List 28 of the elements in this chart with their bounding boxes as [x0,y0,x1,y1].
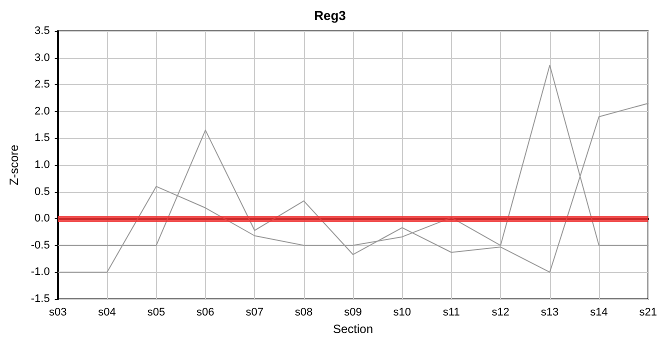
y-tick-label: 1.5 [34,132,50,144]
y-tick-label: 1.0 [34,159,50,171]
x-tick-label: s08 [294,306,313,318]
x-tick-label: s21 [639,306,658,318]
x-tick-label: s07 [246,306,264,318]
y-tick-label: 0.5 [34,186,50,198]
y-tick-label: 2.0 [34,105,50,118]
chart-title: Reg3 [314,8,346,23]
x-tick-label: s12 [492,306,510,318]
line-series [57,64,649,273]
y-tick-label: 0.0 [34,212,50,225]
x-tick-label: s03 [48,306,67,318]
y-tick-label: 3.0 [34,52,50,64]
x-tick-label: s14 [590,306,608,318]
x-tick-label: s09 [344,306,362,318]
x-tick-label: s13 [540,306,559,318]
x-tick-label: s06 [196,306,214,318]
x-tick-label: s10 [393,306,412,318]
y-tick-label: 2.5 [34,78,50,91]
y-tick-label: 3.5 [34,25,50,37]
x-tick-label: s04 [98,306,116,318]
x-tick-label: s11 [442,306,460,318]
y-tick-label: -0.5 [30,239,50,252]
y-tick-label: -1.0 [30,266,50,278]
x-axis-title: Section [332,322,374,336]
y-tick-label: -1.5 [30,293,50,305]
x-tick-label: s05 [147,306,166,318]
y-axis-title: Z-score [7,144,21,186]
